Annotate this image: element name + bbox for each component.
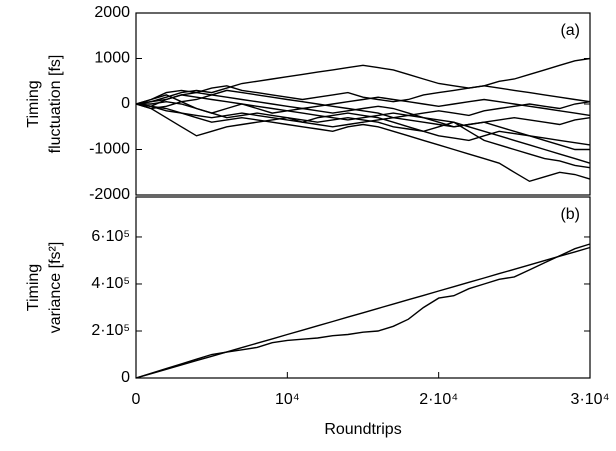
data-line: [135, 57, 591, 105]
data-line: [135, 103, 591, 137]
data-line: [135, 85, 591, 108]
y-tick-label: 4·10⁵: [91, 275, 130, 292]
data-line: [135, 103, 590, 151]
y-tick-label: 1000: [94, 50, 130, 67]
y-axis-label: fluctuation [fs]: [47, 55, 64, 154]
y-tick-label: -2000: [89, 186, 130, 203]
y-tick-label: -1000: [89, 141, 130, 158]
x-tick-label: 10⁴: [275, 391, 300, 408]
x-tick-label: 0: [132, 391, 141, 408]
x-axis-label: Roundtrips: [324, 421, 401, 438]
y-axis-label: variance [fs²]: [47, 242, 64, 334]
data-line: [135, 89, 591, 119]
panel-label: (a): [560, 22, 580, 39]
y-axis-label: Timing: [25, 80, 42, 127]
y-tick-label: 0: [121, 95, 130, 112]
y-tick-label: 2·10⁵: [91, 322, 130, 339]
x-tick-label: 2·10⁴: [419, 391, 458, 408]
plot-frame: [135, 12, 591, 196]
data-line: [136, 100, 591, 164]
data-line: [135, 103, 591, 183]
data-line: [135, 243, 591, 379]
y-axis-label: Timing: [25, 264, 42, 311]
plot-frame: [135, 196, 591, 379]
data-line: [135, 94, 591, 169]
y-tick-label: 0: [121, 369, 130, 386]
data-line: [135, 246, 591, 379]
x-tick-label: 3·10⁴: [571, 391, 610, 408]
panel-label: (b): [560, 206, 580, 223]
y-tick-label: 2000: [94, 4, 130, 21]
y-tick-label: 6·10⁵: [91, 228, 130, 245]
